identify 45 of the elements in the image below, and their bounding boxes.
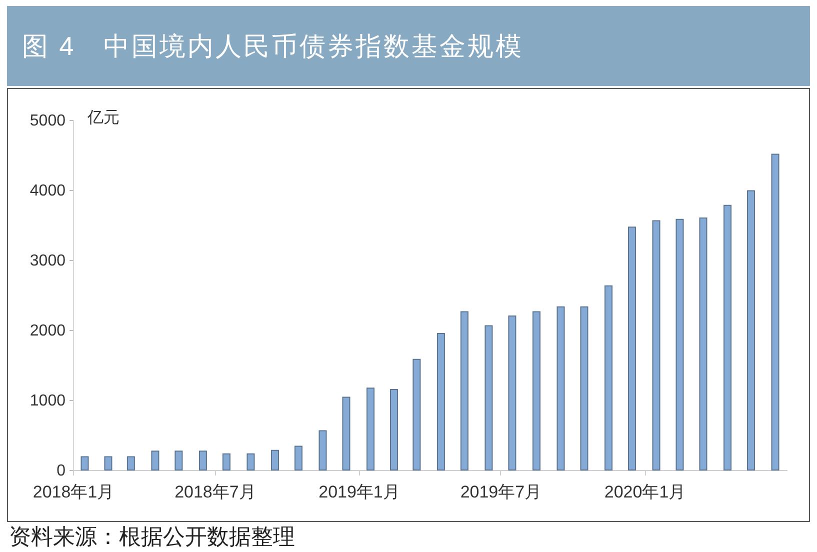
- bar: [556, 306, 565, 470]
- y-tick-label: 2000: [30, 322, 66, 340]
- y-tick-label: 1000: [30, 392, 66, 410]
- bar: [484, 325, 493, 470]
- bar: [126, 456, 135, 470]
- bar: [294, 446, 302, 470]
- bar: [436, 333, 445, 470]
- x-tick-label: 2019年7月: [460, 482, 542, 502]
- x-tick-label: 2018年7月: [174, 482, 256, 502]
- y-axis-title: 亿元: [86, 110, 120, 126]
- bar: [318, 430, 327, 470]
- y-tick-label: 4000: [30, 182, 66, 200]
- bar: [222, 453, 230, 470]
- bar: [366, 388, 374, 470]
- bar: [342, 396, 350, 470]
- bar: [676, 218, 684, 470]
- bar: [628, 226, 636, 470]
- chart-title: 图 4 中国境内人民币债券指数基金规模: [22, 30, 524, 62]
- bar: [390, 389, 398, 470]
- x-tick-label: 2019年1月: [318, 482, 400, 502]
- x-tick-label: 2020年1月: [604, 482, 686, 502]
- bar: [412, 358, 421, 470]
- title-banner: 图 4 中国境内人民币债券指数基金规模: [7, 6, 810, 86]
- bar: [724, 204, 732, 470]
- bar: [508, 316, 516, 470]
- bar: [270, 450, 279, 470]
- bar: [771, 154, 780, 470]
- bar: [80, 456, 89, 470]
- bar: [246, 453, 255, 470]
- bar: [198, 450, 207, 470]
- x-tick-label: 2018年1月: [32, 482, 114, 502]
- bar: [151, 450, 160, 470]
- bar: [580, 306, 588, 470]
- bar: [104, 456, 112, 470]
- bar: [460, 311, 468, 470]
- y-tick-label: 5000: [30, 112, 66, 130]
- bar: [746, 190, 755, 470]
- bar: [604, 285, 612, 470]
- y-tick-label: 3000: [30, 252, 66, 270]
- text: 资料来源：根据公开数据整理: [9, 523, 295, 550]
- bar: [532, 311, 540, 470]
- bar: [652, 220, 660, 470]
- bar: [699, 218, 708, 470]
- bar: [174, 450, 183, 470]
- y-tick-label: 0: [56, 462, 66, 480]
